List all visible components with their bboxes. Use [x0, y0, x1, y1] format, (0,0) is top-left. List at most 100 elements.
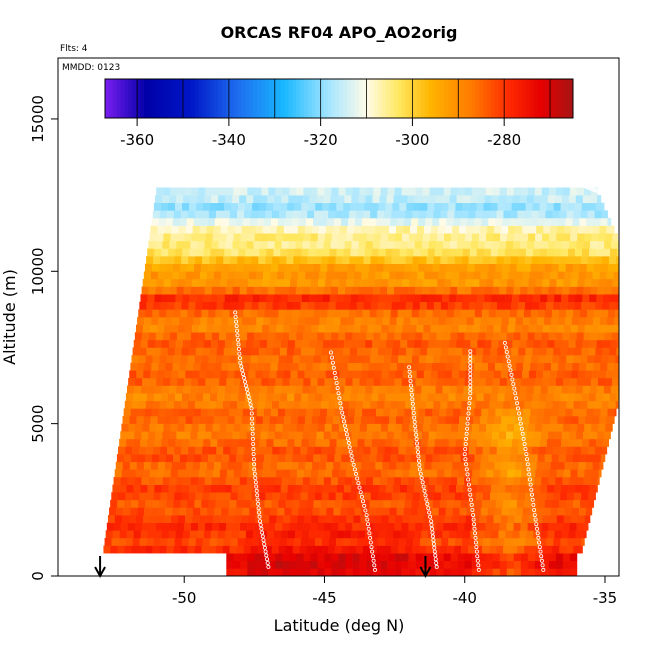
- heatmap-cell: [507, 233, 515, 242]
- heatmap-cell: [349, 446, 357, 455]
- heatmap-cell: [557, 317, 566, 325]
- heatmap-cell: [310, 423, 319, 432]
- heatmap-cell: [225, 385, 233, 394]
- heatmap-cell: [506, 568, 515, 576]
- heatmap-cell: [149, 423, 157, 432]
- heatmap-cell: [358, 530, 366, 539]
- heatmap-cell: [566, 545, 574, 554]
- colorbar-segment: [268, 79, 274, 118]
- heatmap-cell: [544, 309, 553, 318]
- heatmap-cell: [188, 301, 196, 310]
- heatmap-cell: [441, 202, 449, 211]
- heatmap-cell: [361, 317, 369, 325]
- heatmap-cell: [278, 309, 286, 318]
- heatmap-cell: [522, 317, 531, 325]
- heatmap-cell: [242, 507, 250, 516]
- heatmap-cell: [355, 454, 363, 463]
- heatmap-cell: [482, 446, 490, 455]
- heatmap-cell: [527, 286, 535, 295]
- heatmap-cell: [322, 248, 330, 257]
- heatmap-cell: [549, 278, 557, 287]
- heatmap-cell: [493, 278, 501, 287]
- heatmap-cell: [265, 210, 273, 219]
- heatmap-cell: [512, 195, 520, 204]
- track-point: [265, 561, 270, 566]
- heatmap-cell: [247, 560, 255, 569]
- track-point: [233, 310, 238, 315]
- heatmap-cell: [267, 286, 276, 295]
- heatmap-cell: [224, 530, 233, 539]
- heatmap-cell: [536, 317, 545, 325]
- track-point: [348, 449, 353, 454]
- heatmap-cell: [429, 522, 437, 531]
- heatmap-cell: [545, 446, 554, 455]
- heatmap-cell: [539, 492, 547, 501]
- heatmap-cell: [183, 195, 191, 204]
- heatmap-cell: [167, 492, 175, 501]
- heatmap-cell: [245, 339, 254, 348]
- heatmap-cell: [437, 370, 446, 379]
- heatmap-cell: [244, 347, 253, 356]
- heatmap-cell: [364, 347, 372, 356]
- heatmap-cell: [318, 324, 326, 333]
- heatmap-cell: [605, 233, 613, 242]
- heatmap-cell: [151, 263, 160, 272]
- heatmap-cell: [317, 568, 325, 576]
- heatmap-cell: [127, 431, 135, 440]
- heatmap-cell: [550, 416, 558, 424]
- heatmap-cell: [630, 302, 637, 310]
- heatmap-cell: [530, 217, 538, 226]
- heatmap-cell: [280, 202, 288, 211]
- heatmap-cell: [317, 377, 325, 386]
- heatmap-cell: [170, 187, 178, 196]
- heatmap-cell: [472, 423, 480, 432]
- heatmap-cell: [478, 286, 486, 295]
- heatmap-cell: [513, 476, 521, 485]
- heatmap-cell: [289, 568, 297, 576]
- heatmap-cell: [203, 294, 211, 303]
- heatmap-cell: [181, 446, 189, 455]
- heatmap-cell: [489, 545, 497, 554]
- heatmap-cell: [501, 271, 509, 280]
- heatmap-cell: [455, 248, 464, 257]
- heatmap-cell: [471, 286, 479, 295]
- heatmap-cell: [514, 515, 522, 523]
- heatmap-cell: [376, 355, 385, 364]
- heatmap-cell: [541, 476, 549, 485]
- heatmap-cell: [456, 339, 464, 348]
- track-point: [332, 370, 337, 375]
- heatmap-cell: [275, 332, 283, 341]
- heatmap-cell: [114, 515, 123, 523]
- heatmap-cell: [284, 461, 292, 470]
- colorbar-segment: [108, 79, 114, 118]
- heatmap-cell: [420, 248, 428, 257]
- heatmap-cell: [515, 507, 524, 516]
- heatmap-cell: [585, 507, 593, 516]
- heatmap-cell: [431, 225, 439, 234]
- heatmap-cell: [388, 416, 397, 424]
- heatmap-cell: [248, 225, 257, 234]
- heatmap-cell: [252, 438, 260, 447]
- heatmap-cell: [534, 286, 542, 295]
- heatmap-cell: [327, 454, 335, 463]
- track-point: [240, 368, 245, 373]
- heatmap-cell: [632, 287, 639, 295]
- heatmap-cell: [352, 568, 360, 576]
- heatmap-cell: [266, 248, 274, 257]
- colorbar-tick-label: -280: [487, 131, 521, 149]
- heatmap-cell: [192, 271, 201, 280]
- heatmap-cell: [497, 202, 505, 211]
- heatmap-cell: [204, 286, 213, 295]
- heatmap-cell: [403, 507, 411, 516]
- track-point: [329, 355, 334, 360]
- track-point: [235, 328, 240, 333]
- heatmap-cell: [243, 454, 251, 463]
- heatmap-cell: [177, 187, 185, 196]
- heatmap-cell: [293, 347, 302, 356]
- heatmap-cell: [282, 568, 290, 576]
- heatmap-cell: [491, 339, 499, 348]
- heatmap-cell: [584, 515, 591, 523]
- heatmap-cell: [167, 256, 175, 264]
- heatmap-cell: [369, 499, 377, 508]
- heatmap-cell: [591, 324, 600, 333]
